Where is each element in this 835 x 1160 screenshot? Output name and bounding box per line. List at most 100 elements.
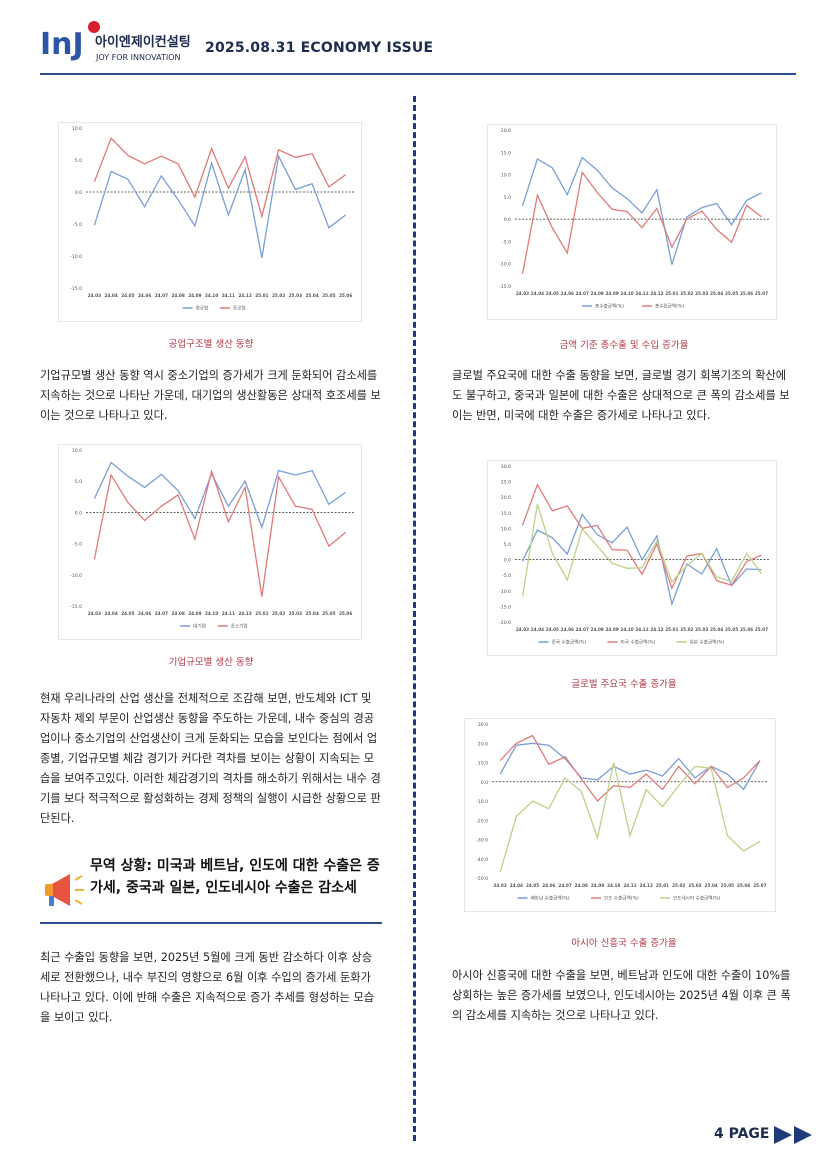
x-tick-label: 25.01: [255, 293, 268, 298]
x-tick-label: 24.03: [88, 293, 101, 298]
y-tick-label: -5.0: [73, 542, 82, 548]
x-tick-label: 25.03: [289, 293, 302, 298]
x-tick-label: 25.05: [322, 293, 335, 298]
x-tick-label: 24.12: [239, 611, 252, 616]
x-tick-label: 25.07: [755, 291, 768, 296]
x-tick-label: 25.04: [710, 291, 723, 296]
legend-label: 베트남 수출금액(%): [531, 895, 570, 902]
x-tick-label: 25.05: [322, 611, 335, 616]
y-tick-label: 10.0: [72, 126, 82, 132]
y-tick-label: 0.0: [504, 217, 511, 223]
legend-label: 중공업: [233, 305, 246, 312]
y-tick-label: 0.0: [75, 190, 82, 196]
y-tick-label: 5.0: [504, 195, 511, 201]
paragraph-trade-trend: 최근 수출입 동향을 보면, 2025년 5월에 크게 동반 감소하다 이후 상…: [40, 951, 375, 1024]
y-tick-label: 10.0: [72, 448, 82, 454]
y-tick-label: 0.0: [504, 558, 511, 564]
x-tick-label: 24.08: [591, 627, 604, 632]
x-tick-label: 24.08: [591, 291, 604, 296]
svg-text:InJ: InJ: [40, 27, 84, 62]
x-tick-label: 25.02: [272, 611, 285, 616]
series-line: [521, 503, 763, 597]
y-tick-label: 5.0: [75, 158, 82, 164]
x-tick-label: 24.05: [546, 291, 559, 296]
x-tick-label: 24.06: [561, 291, 574, 296]
x-tick-label: 25.03: [695, 291, 708, 296]
x-tick-label: 24.10: [620, 627, 633, 632]
x-tick-label: 24.10: [620, 291, 633, 296]
legend-label: 중국 수출금액(%): [552, 639, 587, 646]
trade-section-rule: [40, 922, 382, 924]
trade-section-heading: 무역 상황: 미국과 베트남, 인도에 대한 수출은 증가세, 중국과 일본, …: [40, 850, 382, 925]
x-tick-label: 24.12: [640, 883, 653, 888]
x-tick-label: 25.07: [755, 627, 768, 632]
x-tick-label: 24.08: [172, 293, 185, 298]
x-tick-label: 24.03: [493, 883, 506, 888]
x-tick-label: 24.03: [516, 291, 529, 296]
caption-asia-emerging-export: 아시아 신흥국 수출 증가율: [571, 938, 677, 949]
series-line: [93, 461, 346, 530]
chart-major-country-export: 30.0 25.0 20.0 15.0 10.0 5.0 0.0 -5.0 -10.0 -15.0…: [487, 460, 777, 656]
x-tick-label: 24.11: [635, 291, 648, 296]
y-tick-label: 15.0: [501, 511, 511, 517]
y-tick-label: -10.0: [499, 589, 511, 595]
x-tick-label: 24.09: [591, 883, 604, 888]
legend-label: 총수입금액(%): [655, 303, 684, 310]
x-tick-label: 25.02: [680, 627, 693, 632]
caption-major-country-export: 글로벌 주요국 수출 증가율: [571, 679, 677, 690]
x-tick-label: 24.06: [542, 883, 555, 888]
x-tick-label: 24.06: [138, 611, 151, 616]
x-tick-label: 24.10: [607, 883, 620, 888]
x-tick-label: 25.04: [705, 883, 718, 888]
chart-industry-structure: 10.0 5.0 0.0 -5.0 -10.0 -15.0 24.03 24.04 24.05 2…: [58, 122, 362, 322]
chart-asia-emerging-export: 30.0 20.0 10.0 0.0 -10.0 -20.0 -30.0 -40.0 -50.0…: [464, 718, 776, 912]
x-tick-label: 25.05: [725, 291, 738, 296]
y-tick-label: -20.0: [476, 818, 488, 824]
y-tick-label: 15.0: [501, 150, 511, 156]
x-tick-label: 25.03: [289, 611, 302, 616]
x-tick-label: 24.11: [635, 627, 648, 632]
x-tick-label: 25.07: [753, 883, 766, 888]
y-tick-label: 5.0: [75, 479, 82, 485]
y-tick-label: 0.0: [481, 780, 488, 786]
chart-firm-size: 10.0 5.0 0.0 -5.0 -10.0 -15.0 24.03 24.04 24.05 2…: [58, 444, 362, 640]
next-page-arrow-icon: [774, 1126, 812, 1144]
x-tick-label: 24.11: [623, 883, 636, 888]
series-line: [93, 468, 347, 597]
x-tick-label: 24.08: [172, 611, 185, 616]
page-header: InJ 아이엔제이컨설팅 JOY FOR INNOVATION 2025.08.…: [0, 0, 835, 80]
legend-label: 총수출금액(%): [595, 303, 624, 310]
y-tick-label: 0.0: [75, 510, 82, 516]
x-tick-label: 25.01: [255, 611, 268, 616]
x-tick-label: 25.06: [740, 291, 753, 296]
page-number: 4 PAGE: [714, 1126, 770, 1142]
y-tick-label: -10.0: [70, 573, 82, 579]
x-tick-label: 24.11: [222, 611, 235, 616]
x-tick-label: 24.12: [650, 291, 663, 296]
x-tick-label: 24.07: [576, 291, 589, 296]
x-tick-label: 24.04: [531, 291, 544, 296]
y-tick-label: -10.0: [499, 262, 511, 268]
x-tick-label: 24.05: [546, 627, 559, 632]
x-tick-label: 24.12: [650, 627, 663, 632]
x-tick-label: 24.09: [605, 291, 618, 296]
x-tick-label: 25.02: [672, 883, 685, 888]
x-tick-label: 25.06: [737, 883, 750, 888]
x-tick-label: 24.08: [575, 883, 588, 888]
x-tick-label: 24.07: [558, 883, 571, 888]
x-tick-label: 24.07: [155, 293, 168, 298]
series-line: [499, 734, 761, 802]
series-line: [521, 483, 762, 591]
x-tick-label: 24.09: [605, 627, 618, 632]
x-tick-label: 25.05: [725, 627, 738, 632]
series-line: [499, 762, 761, 873]
y-tick-label: 10.0: [501, 173, 511, 179]
x-tick-label: 25.06: [740, 627, 753, 632]
x-tick-label: 24.03: [88, 611, 101, 616]
x-tick-label: 25.02: [272, 293, 285, 298]
y-tick-label: -15.0: [499, 284, 511, 290]
legend-label: 미국 수출금액(%): [621, 639, 656, 646]
y-tick-label: 30.0: [501, 464, 511, 470]
x-tick-label: 24.10: [205, 611, 218, 616]
x-tick-label: 24.11: [222, 293, 235, 298]
